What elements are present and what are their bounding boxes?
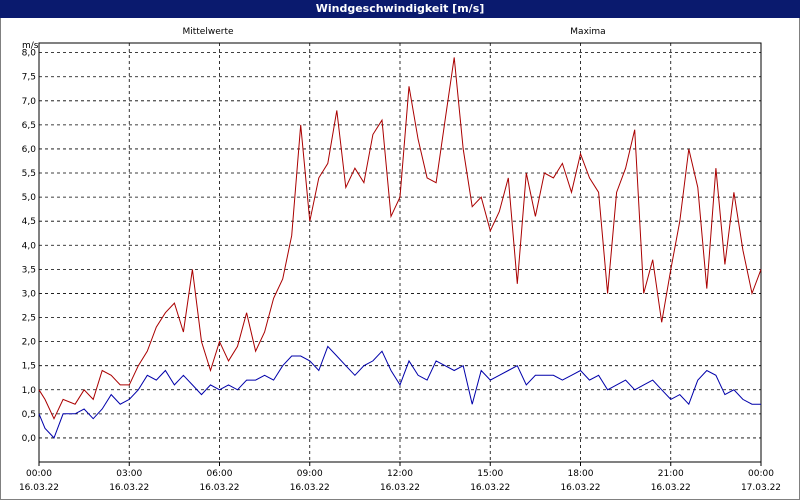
x-tick-time-label: 09:00 — [297, 469, 323, 479]
y-tick-label: 3,5 — [22, 265, 36, 275]
y-tick-label: 6,0 — [22, 145, 37, 155]
y-tick-label: 8,0 — [22, 49, 37, 59]
x-tick-date-label: 16.03.22 — [109, 483, 149, 493]
x-tick-time-label: 21:00 — [658, 469, 684, 479]
chart-area: 0,0 0,5 1,0 1,5 2,0 2,5 3,0 3,5 4,0 4,5 5,0 5,5 6,0 6… — [19, 27, 781, 493]
axes — [38, 42, 762, 466]
grid — [39, 43, 761, 462]
x-tick-date-label: 16.03.22 — [380, 483, 420, 493]
y-tick-label: 4,0 — [22, 241, 37, 251]
y-tick-label: 3,0 — [22, 289, 37, 299]
x-tick-time-label: 03:00 — [116, 469, 142, 479]
x-tick-time-label: 18:00 — [568, 469, 594, 479]
chart-title: Windgeschwindigkeit [m/s] — [0, 0, 800, 18]
y-tick-label: 1,5 — [22, 362, 36, 372]
y-tick-label: 7,0 — [22, 97, 37, 107]
x-tick-date-label: 16.03.22 — [19, 483, 59, 493]
series-lines — [38, 57, 762, 439]
plot-border — [38, 42, 762, 463]
y-tick-label: 2,0 — [22, 338, 37, 348]
x-tick-time-label: 12:00 — [387, 469, 413, 479]
legend-mittelwerte: Mittelwerte — [182, 27, 233, 37]
series-line-maxima — [38, 57, 762, 420]
y-tick-label: 0,0 — [22, 434, 37, 444]
y-axis-unit-label: m/s — [22, 41, 39, 51]
x-tick-time-label: 00:00 — [748, 469, 774, 479]
y-tick-label: 4,5 — [22, 217, 36, 227]
legend-maxima: Maxima — [570, 27, 605, 37]
tick-labels: 0,0 0,5 1,0 1,5 2,0 2,5 3,0 3,5 4,0 4,5 5,0 5,5 6,0 6… — [19, 49, 781, 493]
y-tick-label: 7,5 — [22, 73, 36, 83]
y-tick-label: 1,0 — [22, 386, 37, 396]
y-tick-label: 0,5 — [22, 410, 36, 420]
x-tick-date-label: 16.03.22 — [651, 483, 691, 493]
x-tick-date-label: 16.03.22 — [199, 483, 239, 493]
y-tick-label: 5,0 — [22, 193, 37, 203]
x-tick-time-label: 00:00 — [26, 469, 52, 479]
x-tick-time-label: 15:00 — [477, 469, 503, 479]
x-tick-date-label: 17.03.22 — [741, 483, 781, 493]
series-line-mittelwerte — [38, 345, 761, 439]
x-tick-date-label: 16.03.22 — [470, 483, 510, 493]
x-tick-date-label: 16.03.22 — [560, 483, 600, 493]
y-tick-label: 2,5 — [22, 314, 36, 324]
x-tick-time-label: 06:00 — [207, 469, 233, 479]
x-tick-date-label: 16.03.22 — [290, 483, 330, 493]
y-tick-label: 6,5 — [22, 121, 36, 131]
y-tick-label: 5,5 — [22, 169, 36, 179]
